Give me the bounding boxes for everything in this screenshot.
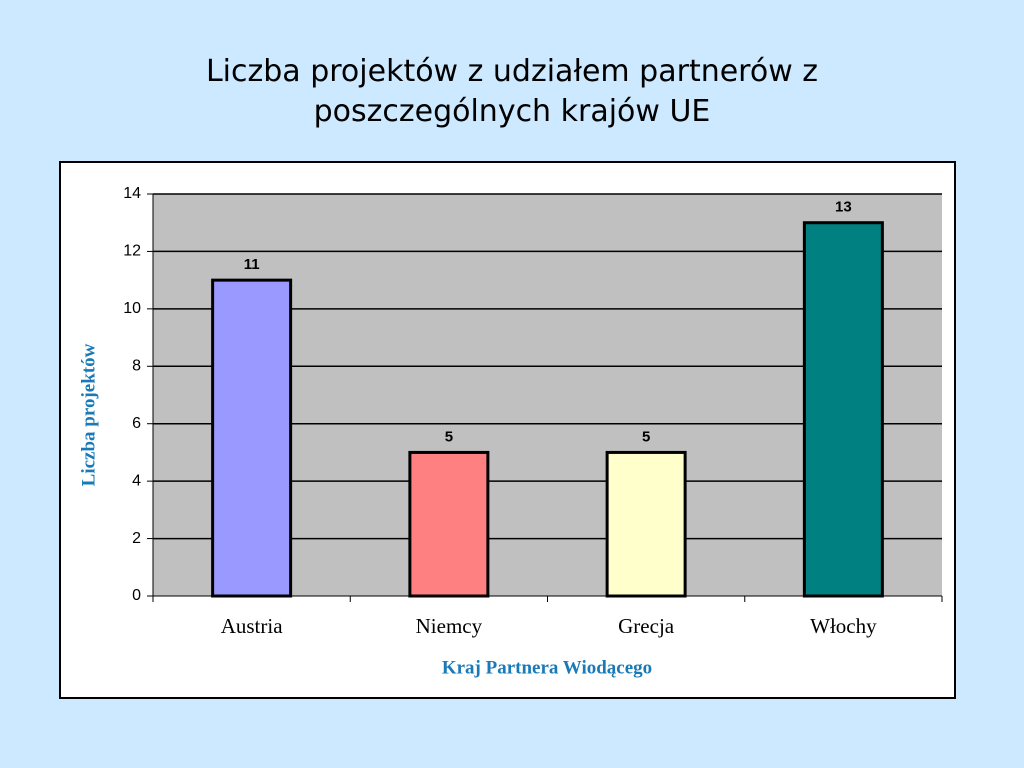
y-tick-label: 10 (123, 300, 141, 317)
bar (211, 278, 293, 598)
data-label: 13 (835, 199, 852, 216)
y-axis-title: Liczba projektów (78, 343, 99, 486)
data-label: 5 (642, 428, 650, 445)
data-label: 5 (445, 428, 453, 445)
y-tick-label: 8 (132, 358, 141, 375)
y-tick-label: 2 (132, 530, 141, 547)
data-label: 11 (244, 256, 260, 273)
x-axis-title: Kraj Partnera Wiodącego (442, 657, 652, 678)
y-tick-label: 6 (132, 415, 141, 432)
y-tick-label: 4 (132, 472, 141, 489)
x-tick-label: Grecja (618, 614, 675, 638)
y-tick-label: 12 (123, 243, 141, 260)
x-tick-label: Włochy (810, 614, 877, 638)
x-tick-label: Austria (221, 614, 284, 638)
x-tick-label: Niemcy (416, 614, 483, 638)
bar (408, 450, 490, 598)
chart-title: Liczba projektów z udziałem partnerów z … (205, 54, 819, 129)
y-tick-label: 14 (123, 185, 141, 202)
y-tick-label: 0 (132, 587, 141, 604)
bar (802, 221, 884, 598)
bar (605, 450, 687, 598)
